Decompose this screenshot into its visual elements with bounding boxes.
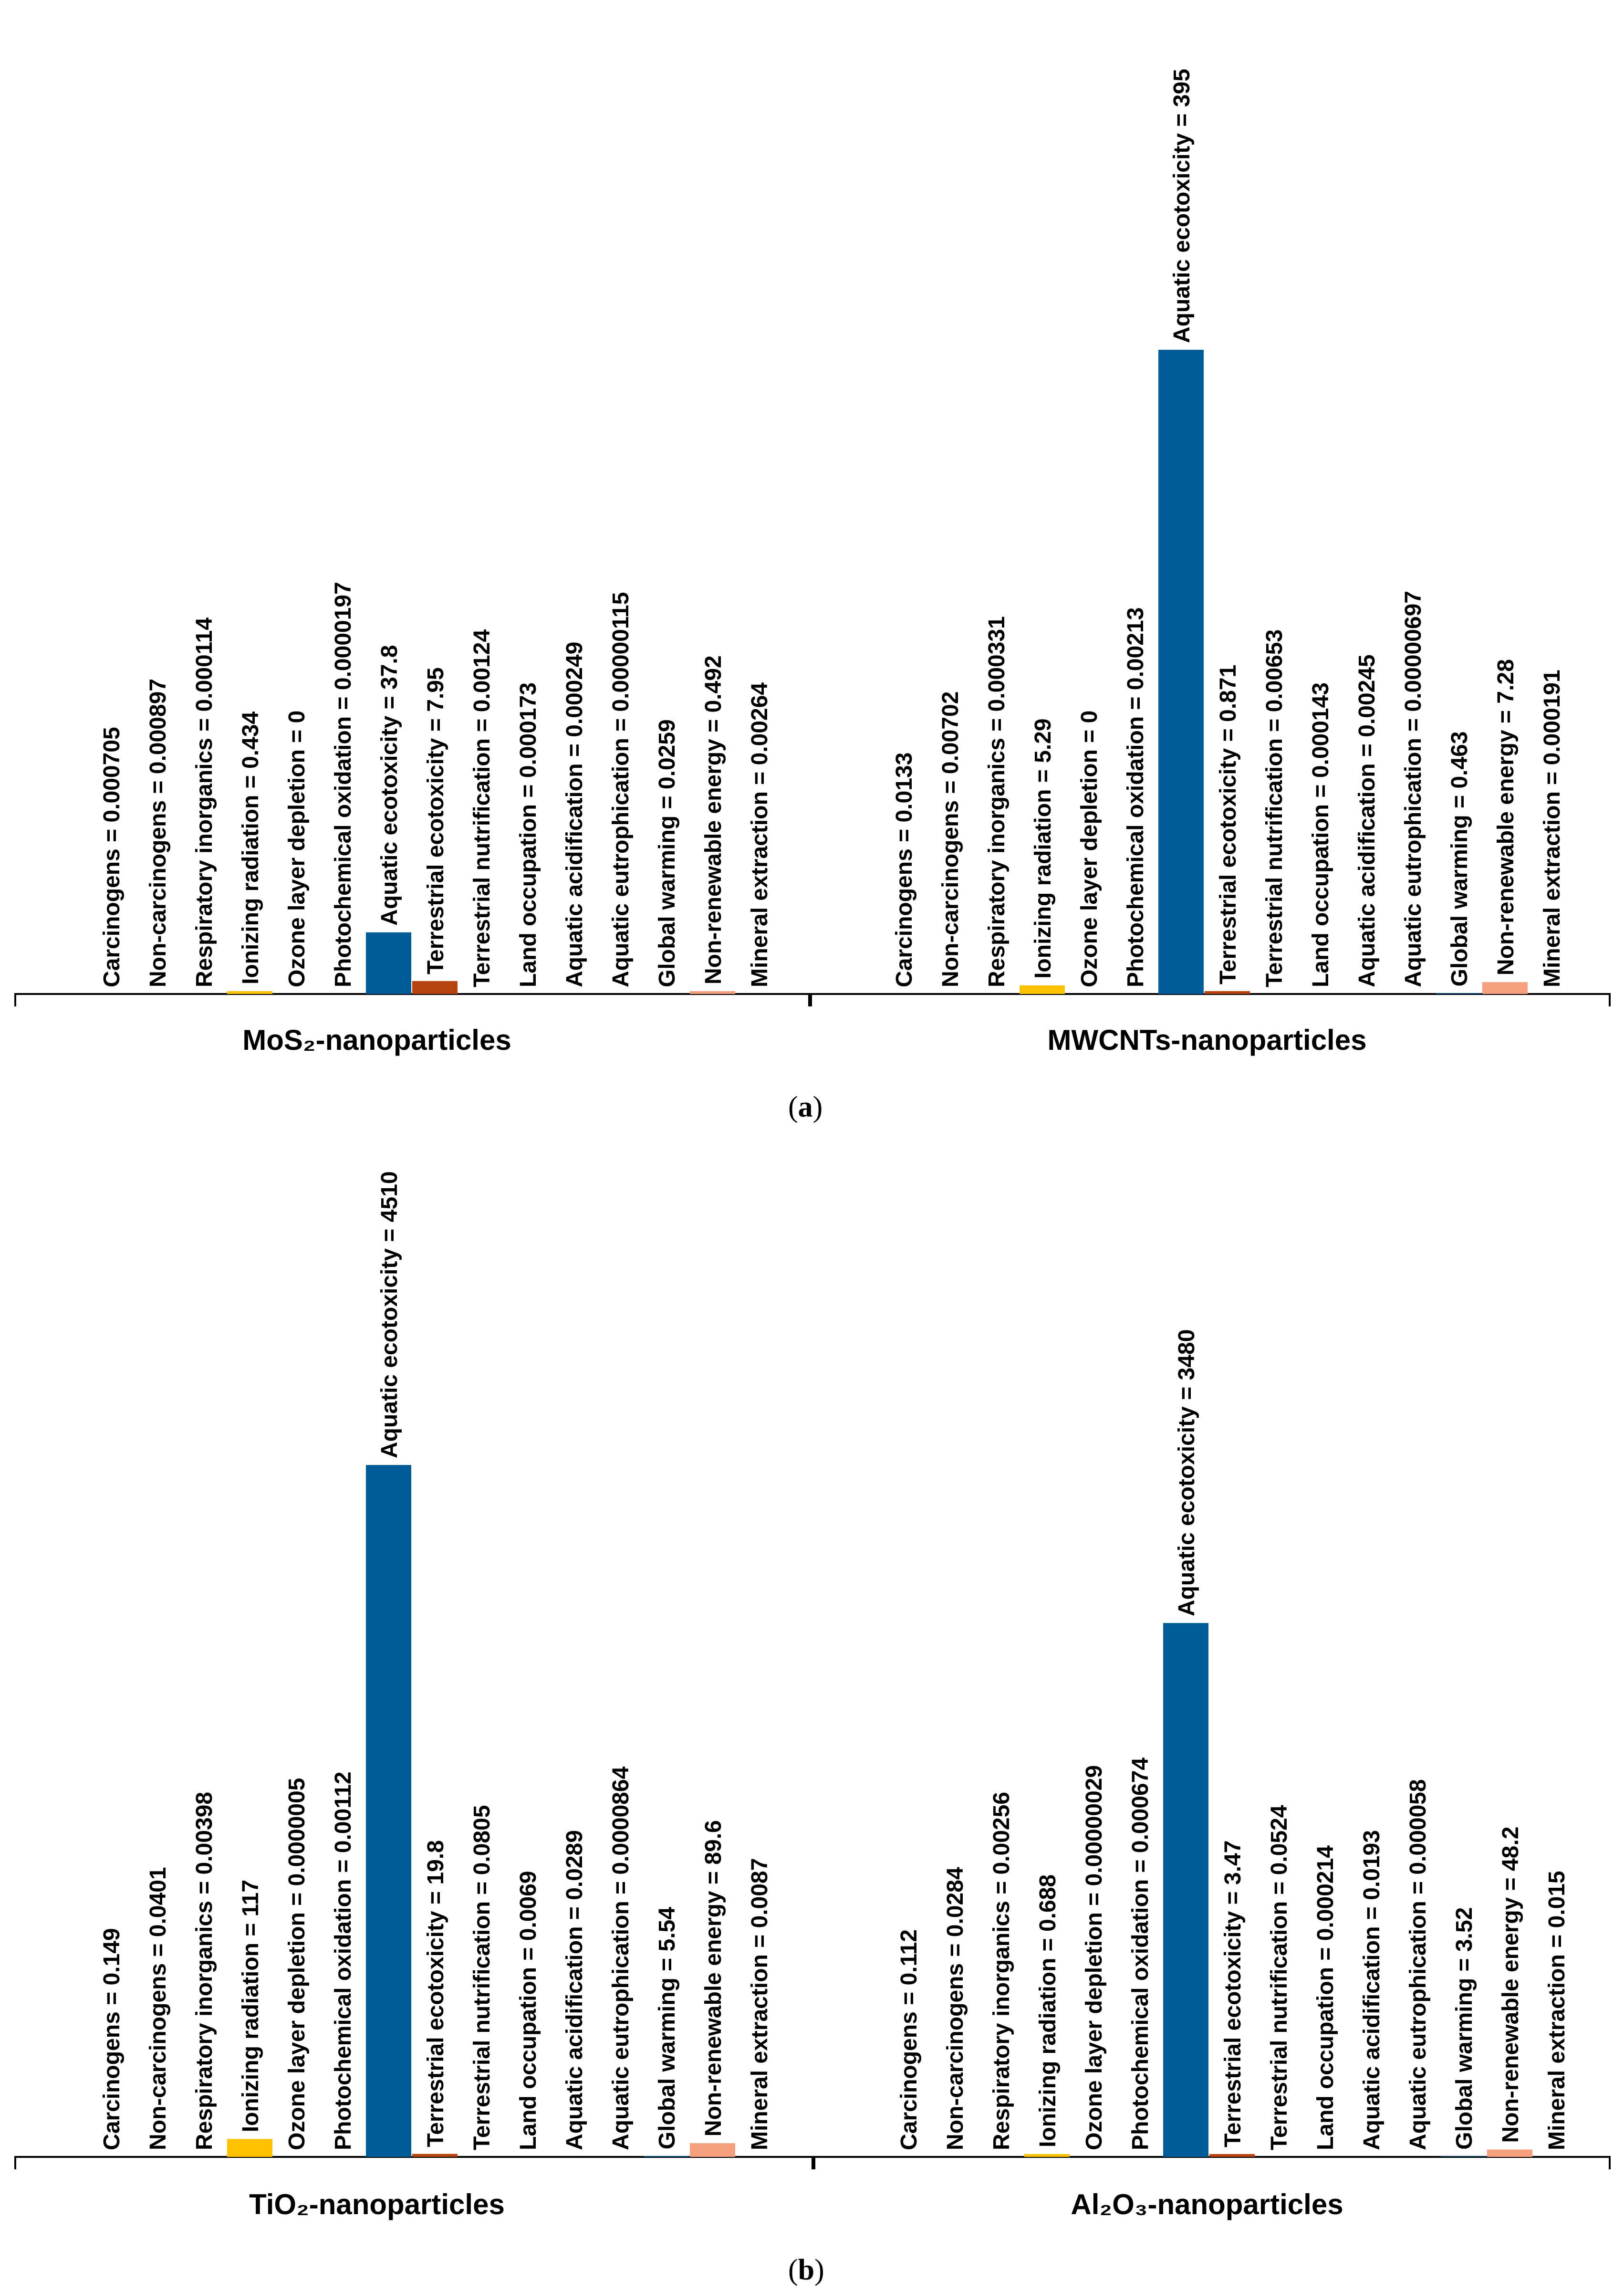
data-label-aquatic-eutrophication: Aquatic eutrophication = 0.00000697 — [1401, 591, 1426, 987]
panel-a-caption: (a) — [788, 1091, 823, 1123]
data-label-aquatic-acidification: Aquatic acidification = 0.000249 — [562, 642, 587, 987]
data-label-global-warming: Global warming = 3.52 — [1452, 1907, 1477, 2150]
data-label-land-occupation: Land occupation = 0.0069 — [516, 1871, 541, 2150]
data-label-non-carcinogens: Non-carcinogens = 0.0401 — [146, 1867, 171, 2150]
data-label-respiratory-inorganics: Respiratory inorganics = 0.000114 — [192, 617, 217, 987]
data-label-ozone-layer-depletion: Ozone layer depletion = 0.0000005 — [284, 1778, 310, 2150]
data-label-land-occupation: Land occupation = 0.000173 — [516, 682, 541, 987]
bar-ionizing-radiation — [227, 2139, 272, 2157]
data-label-terrestrial-nutrification: Terrestrial nutrification = 0.0524 — [1267, 1805, 1292, 2150]
data-label-terrestrial-nutrification: Terrestrial nutrification = 0.00124 — [469, 629, 495, 987]
data-label-terrestrial-ecotoxicity: Terrestrial ecotoxicity = 3.47 — [1220, 1841, 1246, 2147]
data-label-mineral-extraction: Mineral extraction = 0.000191 — [1540, 670, 1565, 987]
bar-global-warming — [644, 2156, 689, 2157]
bar-ionizing-radiation — [1024, 2154, 1070, 2157]
data-label-global-warming: Global warming = 5.54 — [655, 1907, 680, 2149]
data-label-ozone-layer-depletion: Ozone layer depletion = 0.00000029 — [1082, 1765, 1107, 2150]
data-label-non-renewable-energy: Non-renewable energy = 0.492 — [701, 655, 726, 984]
data-label-terrestrial-ecotoxicity: Terrestrial ecotoxicity = 7.95 — [423, 667, 448, 974]
bar-terrestrial-ecotoxicity — [1205, 991, 1250, 994]
panel-title: Al₂O₃-nanoparticles — [1071, 2188, 1343, 2220]
data-label-aquatic-acidification: Aquatic acidification = 0.00245 — [1354, 654, 1380, 987]
data-label-ionizing-radiation: Ionizing radiation = 5.29 — [1031, 718, 1056, 978]
bar-global-warming — [1441, 2156, 1486, 2157]
data-label-aquatic-ecotoxicity: Aquatic ecotoxicity = 3480 — [1174, 1329, 1199, 1617]
data-label-ozone-layer-depletion: Ozone layer depletion = 0 — [1077, 711, 1102, 987]
data-label-global-warming: Global warming = 0.0259 — [655, 719, 680, 987]
bar-ionizing-radiation — [227, 991, 272, 994]
data-label-aquatic-ecotoxicity: Aquatic ecotoxicity = 395 — [1169, 69, 1195, 343]
data-label-photochemical-oxidation: Photochemical oxidation = 0.00112 — [331, 1771, 356, 2150]
bar-non-renewable-energy — [1482, 982, 1528, 994]
data-label-non-renewable-energy: Non-renewable energy = 89.6 — [701, 1820, 726, 2136]
bar-aquatic-ecotoxicity — [366, 1465, 411, 2157]
data-label-mineral-extraction: Mineral extraction = 0.0087 — [747, 1858, 772, 2150]
data-label-terrestrial-nutrification: Terrestrial nutrification = 0.00653 — [1262, 629, 1287, 987]
data-label-ozone-layer-depletion: Ozone layer depletion = 0 — [284, 711, 310, 987]
bar-ionizing-radiation — [1020, 985, 1065, 994]
data-label-ionizing-radiation: Ionizing radiation = 117 — [238, 1880, 263, 2132]
data-label-non-carcinogens: Non-carcinogens = 0.00702 — [938, 691, 963, 987]
data-label-terrestrial-ecotoxicity: Terrestrial ecotoxicity = 0.871 — [1216, 665, 1241, 984]
data-label-mineral-extraction: Mineral extraction = 0.015 — [1544, 1871, 1570, 2150]
data-label-non-carcinogens: Non-carcinogens = 0.000897 — [146, 679, 171, 987]
data-label-photochemical-oxidation: Photochemical oxidation = 0.000674 — [1128, 1757, 1153, 2150]
bar-terrestrial-ecotoxicity — [1209, 2154, 1255, 2157]
panel-title: MWCNTs-nanoparticles — [1048, 1024, 1367, 1056]
data-label-global-warming: Global warming = 0.463 — [1447, 732, 1472, 987]
bar-global-warming — [1436, 993, 1481, 994]
data-label-carcinogens: Carcinogens = 0.112 — [896, 1929, 922, 2150]
data-label-aquatic-eutrophication: Aquatic eutrophication = 0.0000864 — [608, 1766, 634, 2150]
panel-title: MoS₂-nanoparticles — [242, 1024, 511, 1056]
data-label-ionizing-radiation: Ionizing radiation = 0.434 — [238, 711, 263, 984]
panel-b-caption: (b) — [788, 2254, 824, 2286]
data-label-mineral-extraction: Mineral extraction = 0.00264 — [747, 682, 772, 987]
chart-panel-2: Carcinogens = 0.0133 Non-carcinogens = 0.… — [810, 69, 1611, 1056]
data-label-non-renewable-energy: Non-renewable energy = 7.28 — [1493, 659, 1519, 975]
panel-a-letter: a — [798, 1091, 813, 1123]
chart-panel-3: Carcinogens = 0.149 Non-carcinogens = 0.0… — [14, 1171, 813, 2220]
data-label-respiratory-inorganics: Respiratory inorganics = 0.00398 — [192, 1792, 217, 2150]
bar-non-renewable-energy — [690, 991, 735, 994]
chart-panel-4: Carcinogens = 0.112 Non-carcinogens = 0.0… — [813, 1329, 1611, 2220]
data-label-ionizing-radiation: Ionizing radiation = 0.688 — [1035, 1874, 1061, 2147]
bar-aquatic-ecotoxicity — [366, 932, 411, 994]
data-label-aquatic-ecotoxicity: Aquatic ecotoxicity = 4510 — [377, 1171, 402, 1458]
data-label-terrestrial-nutrification: Terrestrial nutrification = 0.0805 — [469, 1805, 495, 2150]
data-label-land-occupation: Land occupation = 0.000143 — [1308, 682, 1333, 987]
panel-title: TiO₂-nanoparticles — [249, 2188, 505, 2220]
bar-aquatic-ecotoxicity — [1158, 350, 1204, 994]
chart-panel-1: Carcinogens = 0.000705 Non-carcinogens = … — [14, 582, 810, 1056]
bar-aquatic-ecotoxicity — [1163, 1623, 1208, 2157]
data-label-non-renewable-energy: Non-renewable energy = 48.2 — [1498, 1827, 1523, 2143]
data-label-carcinogens: Carcinogens = 0.0133 — [892, 753, 917, 987]
data-label-carcinogens: Carcinogens = 0.149 — [99, 1928, 125, 2150]
data-label-land-occupation: Land occupation = 0.000214 — [1313, 1845, 1338, 2150]
data-label-aquatic-eutrophication: Aquatic eutrophication = 0.000058 — [1405, 1779, 1431, 2150]
data-label-aquatic-acidification: Aquatic acidification = 0.0289 — [562, 1830, 587, 2150]
data-label-respiratory-inorganics: Respiratory inorganics = 0.000331 — [984, 616, 1010, 987]
data-label-aquatic-acidification: Aquatic acidification = 0.0193 — [1359, 1830, 1385, 2150]
bar-non-renewable-energy — [690, 2143, 735, 2157]
data-label-non-carcinogens: Non-carcinogens = 0.0284 — [943, 1867, 968, 2150]
data-label-terrestrial-ecotoxicity: Terrestrial ecotoxicity = 19.8 — [423, 1840, 448, 2147]
chart-panels: Carcinogens = 0.000705 Non-carcinogens = … — [14, 69, 1611, 2220]
data-label-carcinogens: Carcinogens = 0.000705 — [99, 727, 125, 987]
data-label-aquatic-eutrophication: Aquatic eutrophication = 0.00000115 — [608, 592, 634, 987]
data-label-photochemical-oxidation: Photochemical oxidation = 0.00213 — [1123, 607, 1148, 987]
bar-terrestrial-ecotoxicity — [412, 981, 458, 994]
bar-terrestrial-ecotoxicity — [412, 2154, 458, 2157]
panel-b-letter: b — [798, 2254, 815, 2286]
bar-non-renewable-energy — [1487, 2149, 1532, 2157]
data-label-photochemical-oxidation: Photochemical oxidation = 0.0000197 — [331, 582, 356, 987]
data-label-respiratory-inorganics: Respiratory inorganics = 0.00256 — [989, 1792, 1014, 2150]
data-label-aquatic-ecotoxicity: Aquatic ecotoxicity = 37.8 — [377, 645, 402, 926]
